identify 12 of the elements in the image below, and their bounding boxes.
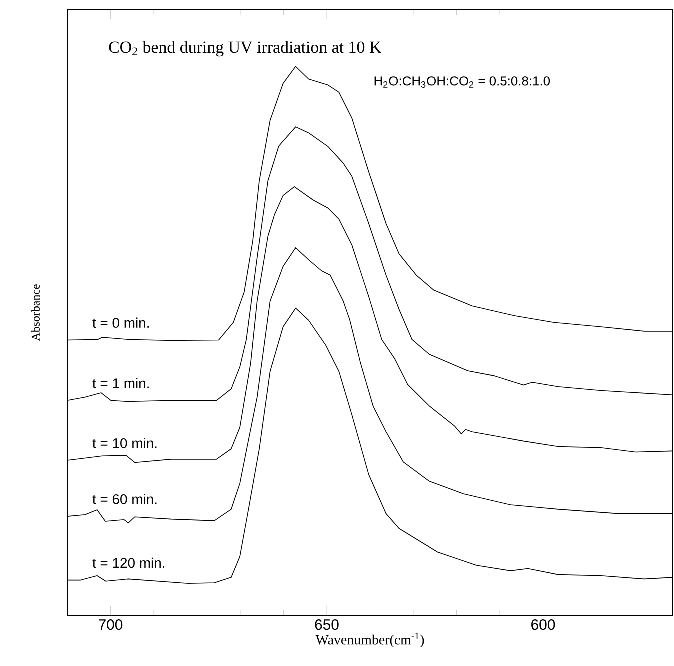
series-label: t = 1 min. (92, 378, 149, 388)
series-label: t = 60 min. (92, 494, 157, 504)
chart-title: CO$_{2}$ bend during UV irradiation at 10 K (109, 41, 382, 57)
x-axis-title: Wavenumber(cm$^{-1}$) (316, 632, 424, 648)
series-label: t = 0 min. (92, 318, 149, 328)
x-tick-label: 650 (315, 620, 339, 630)
x-tick-label: 600 (532, 620, 556, 630)
y-axis-title: Absorbance (32, 284, 40, 342)
annotation: H$_{2}$O:CH$_{3}$OH:CO$_{2}$ = 0.5:0.8:1.0 (374, 76, 550, 88)
series-label: t = 10 min. (92, 438, 157, 448)
series-label: t = 120 min. (92, 558, 164, 568)
x-tick-label: 700 (99, 620, 123, 630)
